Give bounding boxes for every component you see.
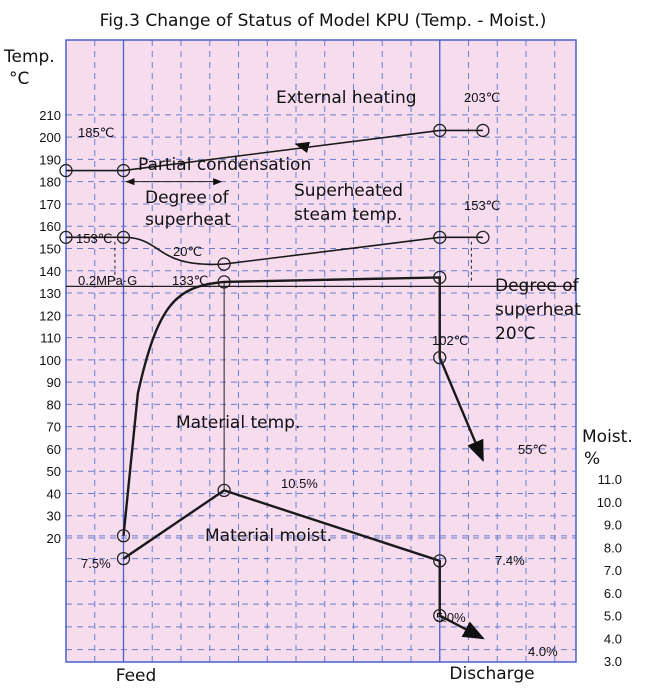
series-line-material-moist xyxy=(122,489,485,640)
right-tick-label: 9.0 xyxy=(604,518,622,533)
annotation-material-moist: Material moist. xyxy=(205,526,332,546)
left-tick-label: 90 xyxy=(47,375,61,390)
right-tick-label: 5.0 xyxy=(604,609,622,624)
annotation-degree-of: Degree of xyxy=(145,188,230,208)
left-tick-label: 160 xyxy=(39,219,61,234)
data-point xyxy=(476,230,490,245)
annotation-203: 203℃ xyxy=(464,90,500,105)
grid xyxy=(65,39,577,663)
left-tick-label: 120 xyxy=(39,308,61,323)
right-tick-label: 8.0 xyxy=(604,540,622,555)
data-point xyxy=(116,529,131,543)
annotation-superheat-right: superheat xyxy=(495,300,581,320)
right-tick-label: 11.0 xyxy=(598,472,622,487)
annotation-153-right: 153℃ xyxy=(464,198,500,213)
data-point xyxy=(59,163,73,178)
annotation-pressure: 0.2MPa·G xyxy=(78,273,137,288)
data-point xyxy=(433,350,447,365)
data-point xyxy=(217,483,231,498)
data-point xyxy=(433,270,447,285)
annotation-153-left: 153℃ xyxy=(76,231,112,246)
left-axis-unit: °C xyxy=(9,69,29,89)
left-tick-label: 180 xyxy=(39,175,61,190)
annotation-102: 102℃ xyxy=(432,333,468,348)
plot-border xyxy=(65,39,577,663)
data-point xyxy=(433,608,447,623)
right-tick-label: 6.0 xyxy=(604,586,622,601)
right-axis-unit: % xyxy=(584,449,600,469)
annotation-material-temp: Material temp. xyxy=(176,413,300,433)
annotation-55: 55℃ xyxy=(518,442,547,457)
right-tick-label: 10.0 xyxy=(597,495,622,510)
x-label-feed: Feed xyxy=(116,666,157,686)
left-tick-label: 60 xyxy=(47,442,61,457)
left-tick-label: 190 xyxy=(39,152,61,167)
x-label-discharge: Discharge xyxy=(449,664,534,684)
chart-title: Fig.3 Change of Status of Model KPU (Tem… xyxy=(100,11,547,31)
left-axis-label: Temp. xyxy=(3,47,55,67)
annotation-7-4: 7.4% xyxy=(495,553,525,568)
annotation-7-5: 7.5% xyxy=(81,556,111,571)
left-tick-label: 50 xyxy=(47,464,61,479)
annotation-20-right: 20℃ xyxy=(495,324,536,344)
left-tick-label: 80 xyxy=(47,397,61,412)
left-tick-label: 20 xyxy=(47,531,61,546)
left-tick-label: 210 xyxy=(39,108,61,123)
marker-layer xyxy=(59,123,490,623)
data-point xyxy=(217,275,231,289)
data-point xyxy=(116,163,131,178)
series-layer xyxy=(66,129,485,640)
left-tick-label: 70 xyxy=(47,420,61,435)
right-tick-label: 3.0 xyxy=(604,654,622,669)
left-tick-label: 170 xyxy=(39,197,61,212)
annotation-external-heating: External heating xyxy=(276,88,417,108)
annotation-superheated: Superheated xyxy=(294,181,403,201)
left-tick-label: 150 xyxy=(39,241,61,256)
series-line-superheated-steam xyxy=(66,236,483,266)
annotation-superheat: superheat xyxy=(145,210,231,230)
data-point xyxy=(116,230,131,245)
annotation-185: 185℃ xyxy=(78,125,114,140)
left-tick-label: 100 xyxy=(39,353,61,368)
left-tick-label: 130 xyxy=(39,286,61,301)
data-point xyxy=(116,551,131,566)
data-point xyxy=(59,230,73,245)
data-point xyxy=(476,123,490,138)
data-point xyxy=(433,230,447,245)
annotation-10-5: 10.5% xyxy=(281,476,318,491)
left-tick-label: 40 xyxy=(47,486,61,501)
right-tick-label: 4.0 xyxy=(604,631,622,646)
series-line-external-heating xyxy=(66,129,483,172)
left-axis-ticks: 20 30 40 50 60 70 80 90 100 110 120 130 140 150 160 170… xyxy=(39,108,61,546)
annotation-degree-of-right: Degree of xyxy=(495,276,580,296)
data-point xyxy=(433,554,447,568)
left-tick-label: 140 xyxy=(39,264,61,279)
right-axis-ticks: 3.0 4.0 5.0 6.0 7.0 8.0 9.0 10.0 11.0 xyxy=(597,472,622,669)
annotation-steam-temp: steam temp. xyxy=(294,205,402,225)
annotation-partial-condensation: Partial condensation xyxy=(138,155,311,175)
left-tick-label: 200 xyxy=(39,130,61,145)
annotation-5-0: 5.0% xyxy=(436,610,466,625)
annotation-4-0: 4.0% xyxy=(528,644,558,659)
annotation-20-left: 20℃ xyxy=(173,244,202,259)
data-point xyxy=(433,123,447,138)
external-heating-arrow xyxy=(294,141,310,154)
annotation-133: 133℃ xyxy=(172,273,208,288)
right-tick-label: 7.0 xyxy=(604,563,622,578)
data-point xyxy=(217,257,231,271)
left-tick-label: 30 xyxy=(47,509,61,524)
right-axis-label: Moist. xyxy=(582,427,633,447)
left-tick-label: 110 xyxy=(40,331,61,346)
plot-background xyxy=(66,40,576,662)
